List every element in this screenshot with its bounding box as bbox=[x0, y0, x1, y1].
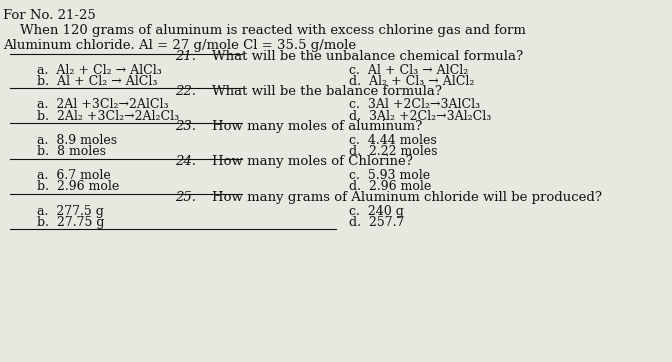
Text: b.  8 moles: b. 8 moles bbox=[37, 145, 106, 158]
Text: a.  277.5 g: a. 277.5 g bbox=[37, 205, 104, 218]
Text: For No. 21-25: For No. 21-25 bbox=[3, 9, 96, 22]
Text: How many grams of Aluminum chloride will be produced?: How many grams of Aluminum chloride will… bbox=[212, 191, 601, 204]
Text: Aluminum chloride. Al = 27 g/mole Cl = 35.5 g/mole: Aluminum chloride. Al = 27 g/mole Cl = 3… bbox=[3, 39, 356, 52]
Text: d.  3Al₂ +2Cl₂→3Al₂Cl₃: d. 3Al₂ +2Cl₂→3Al₂Cl₃ bbox=[349, 110, 492, 123]
Text: c.  4.44 moles: c. 4.44 moles bbox=[349, 134, 437, 147]
Text: 24.: 24. bbox=[175, 155, 196, 168]
Text: a.  Al₂ + Cl₂ → AlCl₃: a. Al₂ + Cl₂ → AlCl₃ bbox=[37, 64, 162, 77]
Text: a.  2Al +3Cl₂→2AlCl₃: a. 2Al +3Cl₂→2AlCl₃ bbox=[37, 98, 169, 111]
Text: c.  Al + Cl₃ → AlCl₂: c. Al + Cl₃ → AlCl₂ bbox=[349, 64, 468, 77]
Text: d.  2.22 moles: d. 2.22 moles bbox=[349, 145, 438, 158]
Text: b.  2.96 mole: b. 2.96 mole bbox=[37, 180, 119, 193]
Text: How many moles of Chlorine?: How many moles of Chlorine? bbox=[212, 155, 413, 168]
Text: c.  5.93 mole: c. 5.93 mole bbox=[349, 169, 431, 182]
Text: c.  240 g: c. 240 g bbox=[349, 205, 405, 218]
Text: b.  2Al₂ +3Cl₂→2Al₂Cl₃: b. 2Al₂ +3Cl₂→2Al₂Cl₃ bbox=[37, 110, 179, 123]
Text: 25.: 25. bbox=[175, 191, 196, 204]
Text: d.  2.96 mole: d. 2.96 mole bbox=[349, 180, 431, 193]
Text: What will be the unbalance chemical formula?: What will be the unbalance chemical form… bbox=[212, 50, 523, 63]
Text: c.  3Al +2Cl₂→3AlCl₃: c. 3Al +2Cl₂→3AlCl₃ bbox=[349, 98, 480, 111]
Text: a.  6.7 mole: a. 6.7 mole bbox=[37, 169, 111, 182]
Text: a.  8.9 moles: a. 8.9 moles bbox=[37, 134, 117, 147]
Text: d.  257.7: d. 257.7 bbox=[349, 216, 405, 229]
Text: d.  Al₂ + Cl₃ → AlCl₂: d. Al₂ + Cl₃ → AlCl₂ bbox=[349, 75, 475, 88]
Text: What will be the balance formula?: What will be the balance formula? bbox=[212, 85, 442, 98]
Text: b.  Al + Cl₂ → AlCl₃: b. Al + Cl₂ → AlCl₃ bbox=[37, 75, 157, 88]
Text: 22.: 22. bbox=[175, 85, 196, 98]
Text: b.  27.75 g: b. 27.75 g bbox=[37, 216, 104, 229]
Text: How many moles of aluminum?: How many moles of aluminum? bbox=[212, 120, 422, 133]
Text: When 120 grams of aluminum is reacted with excess chlorine gas and form: When 120 grams of aluminum is reacted wi… bbox=[3, 24, 526, 37]
Text: 23.: 23. bbox=[175, 120, 196, 133]
Text: 21.: 21. bbox=[175, 50, 196, 63]
